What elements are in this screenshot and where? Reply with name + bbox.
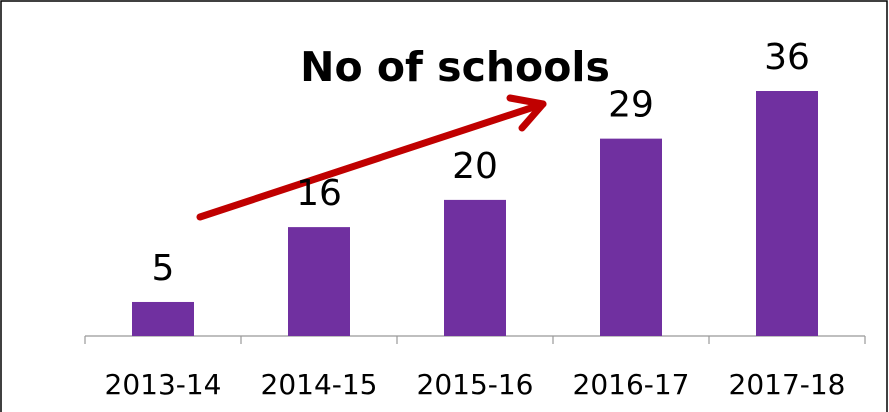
x-tick-label: 2014-15 [261,368,378,401]
bar [600,138,662,336]
bar [132,301,194,336]
data-label: 5 [152,248,175,289]
x-tick-label: 2013-14 [105,368,222,401]
x-tick-label: 2015-16 [417,368,534,401]
bar [288,227,350,336]
chart-title: No of schools [300,43,610,91]
x-tick-label: 2016-17 [573,368,690,401]
bar [444,199,506,336]
bar [756,91,818,336]
data-label: 20 [452,146,498,187]
data-label: 29 [608,85,654,126]
trend-arrow [196,94,547,221]
data-label: 16 [296,173,342,214]
data-label: 36 [764,37,810,78]
x-tick-label: 2017-18 [729,368,846,401]
arrow-head [506,94,547,132]
arrow-shaft [196,100,547,221]
